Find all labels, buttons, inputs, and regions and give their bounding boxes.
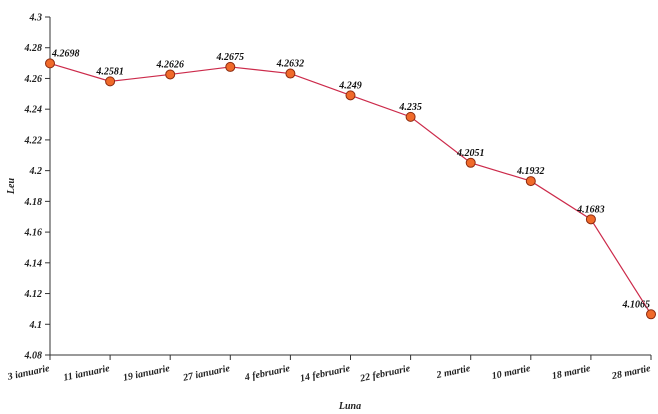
chart-axes bbox=[49, 17, 651, 356]
y-tick-label: 4.18 bbox=[24, 197, 43, 208]
y-tick-label: 4.26 bbox=[24, 74, 43, 85]
x-axis-title: Luna bbox=[338, 401, 361, 412]
data-label: 4.2051 bbox=[456, 148, 485, 159]
data-point bbox=[585, 214, 596, 225]
x-tick-label: 28 martie bbox=[610, 363, 652, 382]
data-label: 4.2632 bbox=[276, 59, 305, 70]
x-tick-label: 11 ianuarie bbox=[62, 363, 111, 384]
data-label: 4.2581 bbox=[95, 66, 124, 77]
y-tick-label: 4.1 bbox=[29, 320, 43, 331]
series-line bbox=[49, 62, 652, 315]
x-axis-ticks: 3 ianuarie 11 ianuarie 19 ianuarie 27 ianua… bbox=[6, 355, 652, 385]
x-tick-label: 18 martie bbox=[551, 363, 592, 382]
y-tick-label: 4.24 bbox=[24, 105, 43, 116]
data-label: 4.1932 bbox=[516, 166, 545, 177]
data-point bbox=[165, 69, 176, 80]
data-label: 4.1065 bbox=[622, 299, 651, 310]
y-tick-label: 4.3 bbox=[29, 13, 43, 24]
x-tick-label: 2 martie bbox=[435, 363, 472, 381]
data-labels: 4.2698 4.2581 4.2626 4.2675 4.2632 4.249 4.235… bbox=[51, 48, 650, 310]
y-tick-label: 4.2 bbox=[29, 166, 43, 177]
data-label: 4.1683 bbox=[576, 204, 605, 215]
data-points bbox=[45, 58, 656, 320]
data-point bbox=[465, 157, 476, 168]
x-tick-label: 10 martie bbox=[491, 363, 532, 382]
data-label: 4.249 bbox=[338, 80, 362, 91]
y-tick-label: 4.14 bbox=[24, 258, 43, 269]
data-label: 4.2626 bbox=[155, 59, 184, 70]
data-point bbox=[105, 76, 116, 87]
y-tick-label: 4.08 bbox=[24, 351, 43, 362]
data-point bbox=[225, 61, 236, 72]
data-point bbox=[405, 111, 416, 122]
data-point bbox=[345, 90, 356, 101]
x-tick-label: 22 februarie bbox=[358, 363, 412, 385]
y-axis-title: Leu bbox=[6, 178, 17, 196]
data-point bbox=[525, 176, 536, 187]
data-point bbox=[646, 309, 656, 320]
x-tick-label: 19 ianuarie bbox=[122, 363, 171, 384]
data-label: 4.2698 bbox=[51, 48, 80, 59]
x-tick-label: 14 februarie bbox=[299, 363, 352, 384]
x-tick-label: 4 februarie bbox=[243, 363, 292, 384]
x-tick-label: 27 ianuarie bbox=[181, 363, 231, 384]
y-tick-label: 4.28 bbox=[24, 43, 43, 54]
y-tick-label: 4.22 bbox=[24, 135, 43, 146]
data-label: 4.235 bbox=[398, 102, 422, 113]
y-tick-label: 4.16 bbox=[24, 228, 43, 239]
x-tick-label: 3 ianuarie bbox=[6, 363, 51, 383]
y-tick-label: 4.12 bbox=[24, 289, 43, 300]
data-point bbox=[285, 68, 296, 79]
data-point bbox=[45, 58, 55, 69]
data-label: 4.2675 bbox=[216, 52, 245, 63]
y-axis-ticks: 4.08 4.1 4.12 4.14 4.16 4.18 4.2 4.22 4.24 4.26 4.… bbox=[24, 13, 50, 362]
